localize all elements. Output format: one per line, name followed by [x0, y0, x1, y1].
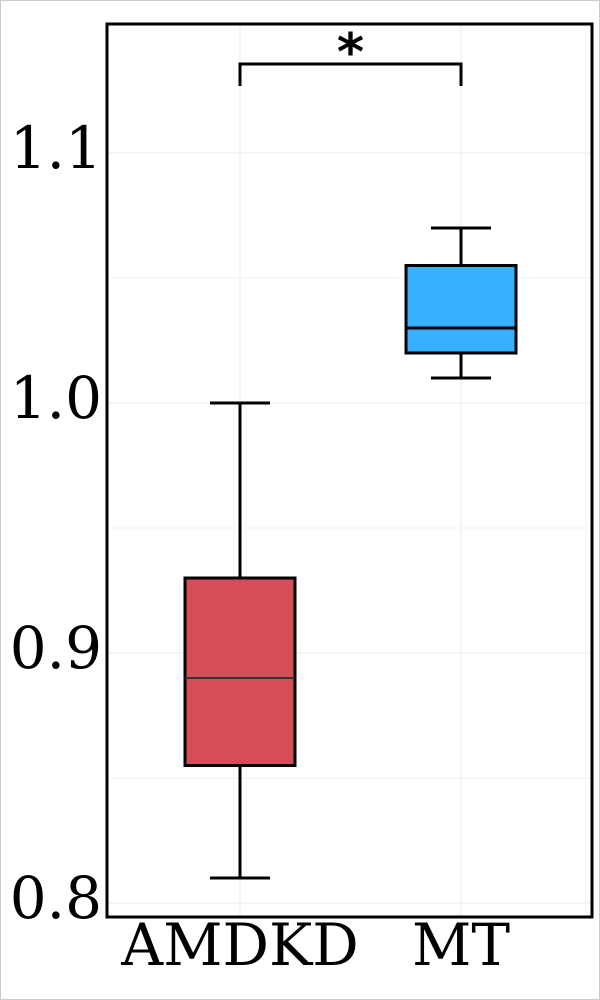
y-tick-label: 1.0: [10, 364, 102, 432]
y-tick-label: 0.8: [10, 864, 102, 932]
box: [404, 264, 518, 355]
y-tick-label: 1.1: [10, 114, 102, 182]
marks: [183, 226, 518, 880]
x-tick-label: AMDKD: [120, 911, 359, 979]
box: [183, 576, 297, 767]
plot-border: [105, 22, 594, 919]
significance-label: *: [337, 23, 364, 83]
significance-bracket: [238, 62, 463, 86]
y-tick-label: 0.9: [10, 614, 102, 682]
x-tick-label: MT: [412, 911, 510, 979]
